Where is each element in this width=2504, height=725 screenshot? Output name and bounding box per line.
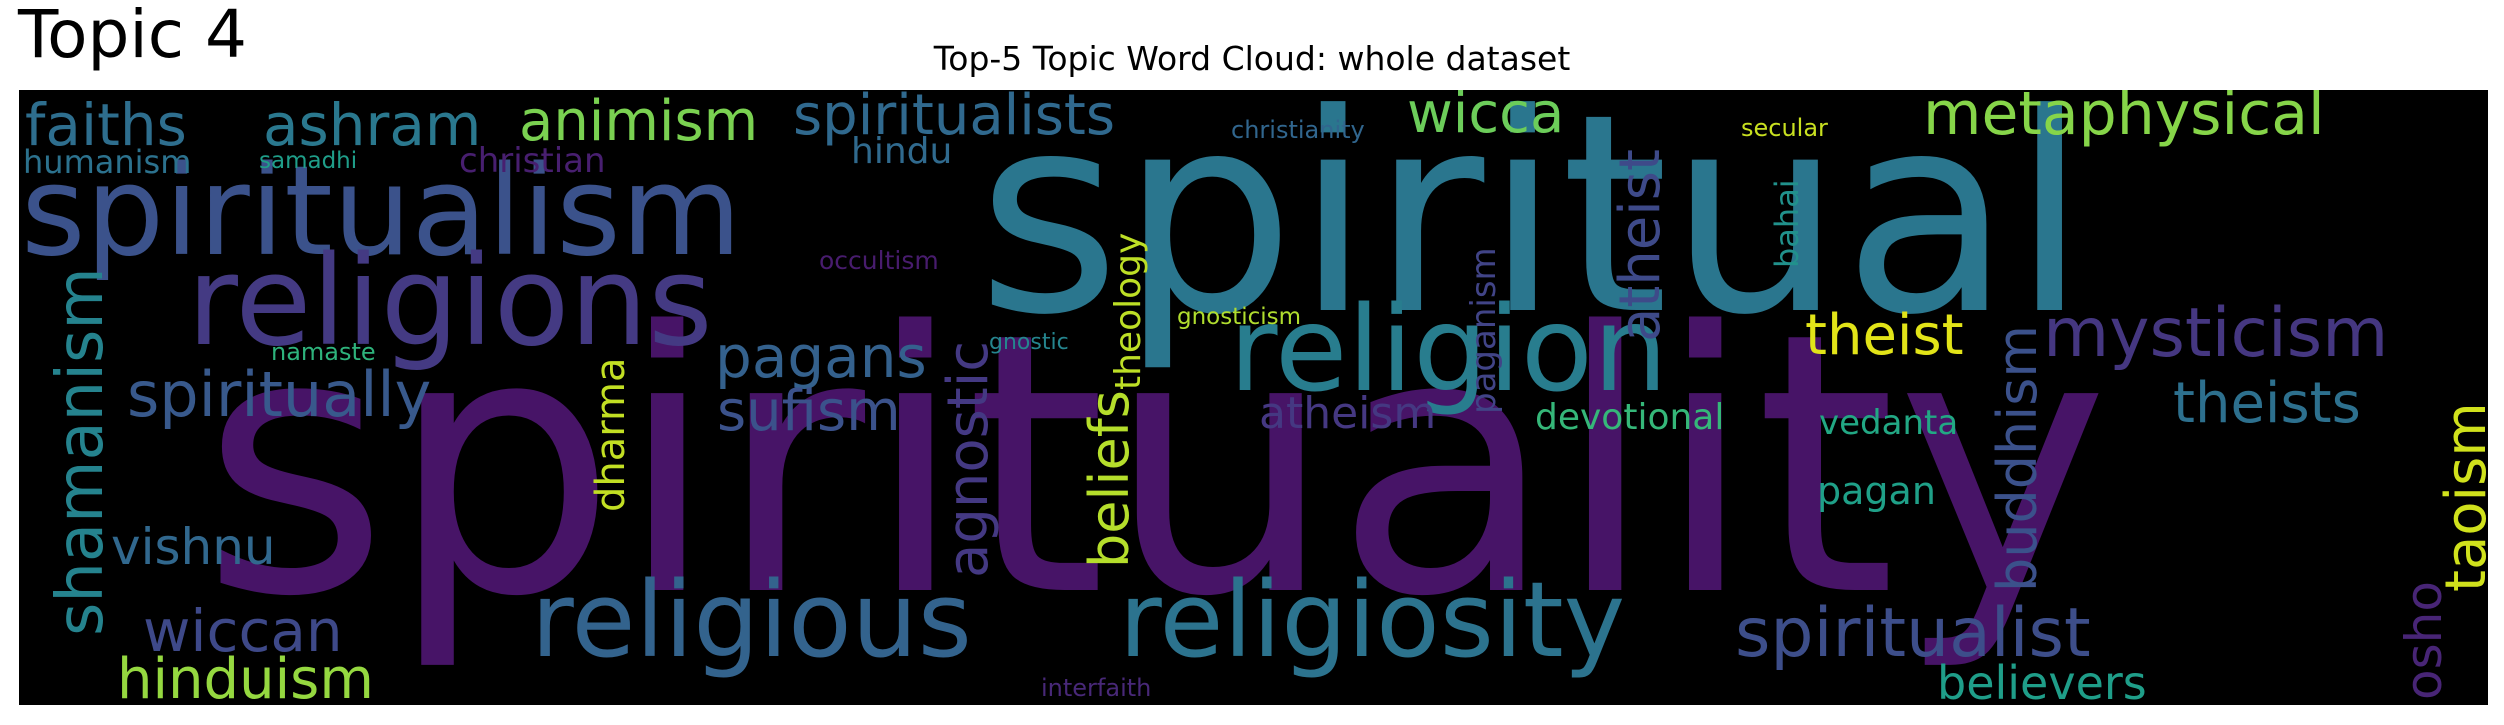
word-atheist: atheist: [1608, 149, 1673, 342]
word-dharma: dharma: [588, 357, 634, 512]
word-wicca: wicca: [1407, 90, 1565, 146]
word-spirituality: spirituality: [201, 256, 2110, 675]
cloud-title: Top-5 Topic Word Cloud: whole dataset: [933, 39, 1571, 78]
word-humanism: humanism: [23, 143, 192, 181]
word-spiritualist: spiritualist: [1735, 594, 2091, 673]
topic-heading: Topic 4: [18, 0, 247, 73]
word-vishnu: vishnu: [111, 518, 276, 576]
word-spiritual: spiritual: [977, 90, 2088, 375]
word-devotional: devotional: [1535, 397, 1725, 438]
word-paganism: paganism: [1464, 247, 1504, 414]
word-sufism: sufism: [717, 379, 901, 444]
word-interfaith: interfaith: [1041, 674, 1152, 702]
word-osho: osho: [2395, 581, 2453, 700]
word-christian: christian: [459, 141, 606, 181]
word-pagans: pagans: [715, 323, 927, 391]
word-vedanta: vedanta: [1819, 403, 1959, 443]
word-religion: religion: [1229, 280, 1668, 418]
word-theology: theology: [1108, 232, 1149, 390]
word-faiths: faiths: [25, 91, 187, 159]
word-atheism: atheism: [1259, 388, 1437, 439]
word-namaste: namaste: [271, 338, 376, 366]
word-secular: secular: [1741, 114, 1828, 142]
word-spiritually: spiritually: [127, 358, 432, 431]
word-religious: religious: [531, 559, 972, 681]
word-spiritualists: spiritualists: [793, 90, 1116, 148]
word-samadhi: samadhi: [259, 148, 358, 174]
word-ashram: ashram: [263, 91, 482, 159]
word-wiccan: wiccan: [143, 597, 343, 665]
word-religions: religions: [187, 230, 713, 374]
word-metaphysical: metaphysical: [1923, 90, 2325, 149]
word-animism: animism: [519, 90, 759, 154]
word-hindu: hindu: [851, 131, 953, 172]
word-hinduism: hinduism: [117, 647, 374, 706]
word-believers: believers: [1937, 656, 2147, 705]
word-mysticism: mysticism: [2043, 294, 2389, 373]
word-shamanism: shamanism: [44, 267, 118, 636]
word-christianity: christianity: [1231, 116, 1365, 144]
word-religiosity: religiosity: [1119, 559, 1626, 681]
word-spiritualism: spiritualism: [21, 140, 742, 284]
word-occultism: occultism: [819, 246, 939, 275]
word-theist: theist: [1805, 303, 1964, 368]
word-beliefs: beliefs: [1078, 390, 1141, 568]
word-theists: theists: [2173, 371, 2361, 436]
word-taoism: taoism: [2434, 402, 2488, 592]
word-gnosticism: gnosticism: [1177, 304, 1302, 330]
word-gnostic: gnostic: [989, 330, 1069, 355]
word-pagan: pagan: [1817, 469, 1936, 513]
word-bahai: bahai: [1768, 179, 1806, 268]
word-agnostic: agnostic: [936, 340, 1001, 578]
word-buddhism: buddhism: [1986, 324, 2049, 592]
word-cloud: spirituality spiritual spiritualism reli…: [19, 90, 2488, 705]
